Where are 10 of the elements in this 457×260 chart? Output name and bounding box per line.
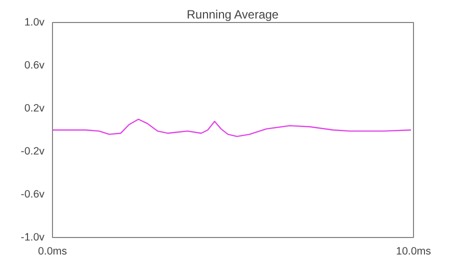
x-tick-label: 0.0ms [38, 246, 68, 258]
line-series [52, 118, 412, 138]
y-tick-label: 0.2v [24, 102, 46, 114]
y-tick-label: -1.0v [20, 232, 46, 244]
y-tick-label: 1.0v [24, 16, 46, 28]
y-tick-label: -0.6v [20, 188, 46, 200]
chart-title: Running Average [186, 8, 279, 22]
y-tick-label: -0.2v [20, 146, 46, 158]
x-tick-label: 10.0ms [396, 246, 431, 258]
y-tick-label: 0.6v [24, 60, 46, 72]
